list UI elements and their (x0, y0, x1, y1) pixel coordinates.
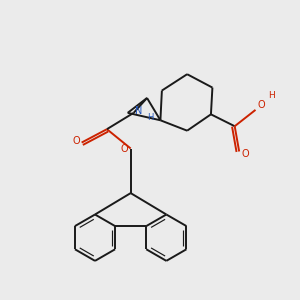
Text: H: H (147, 113, 153, 122)
Text: O: O (242, 149, 250, 159)
Text: H: H (268, 91, 275, 100)
Text: N: N (135, 106, 143, 116)
Text: O: O (120, 143, 128, 154)
Text: O: O (73, 136, 80, 146)
Text: O: O (258, 100, 265, 110)
